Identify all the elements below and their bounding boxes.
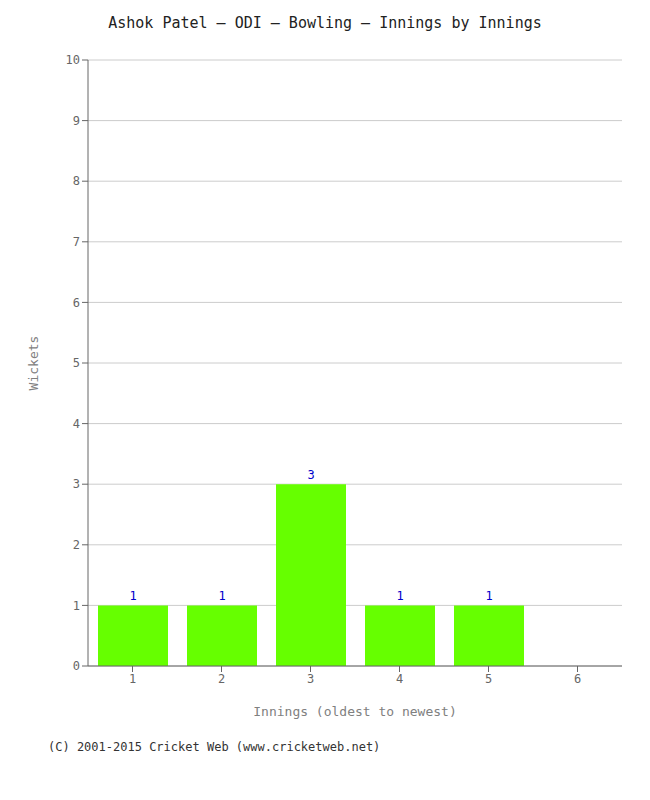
svg-text:6: 6	[574, 672, 581, 686]
html-text:Ashok Patel – ODI – Bowling –: Ashok Patel – ODI – Bowling – Innings by…	[108, 14, 542, 32]
svg-text:0: 0	[73, 659, 80, 673]
svg-text:2: 2	[73, 538, 80, 552]
svg-text:1: 1	[485, 589, 492, 603]
svg-text:1: 1	[396, 589, 403, 603]
svg-text:2: 2	[218, 672, 225, 686]
svg-text:5: 5	[485, 672, 492, 686]
svg-text:3: 3	[307, 672, 314, 686]
svg-text:1: 1	[73, 599, 80, 613]
svg-text:Wickets: Wickets	[26, 336, 41, 391]
svg-text:8: 8	[73, 174, 80, 188]
svg-text:Innings (oldest to newest): Innings (oldest to newest)	[253, 704, 457, 719]
svg-text:9: 9	[73, 114, 80, 128]
svg-text:3: 3	[73, 477, 80, 491]
svg-text:1: 1	[218, 589, 225, 603]
svg-text:7: 7	[73, 235, 80, 249]
svg-text:1: 1	[129, 672, 136, 686]
html-text:(C) 2001-2015 Cricket Web (www: (C) 2001-2015 Cricket Web (www.cricketwe…	[48, 740, 381, 754]
svg-text:4: 4	[396, 672, 403, 686]
svg-text:10: 10	[66, 53, 80, 67]
svg-text:6: 6	[73, 296, 80, 310]
svg-text:3: 3	[307, 468, 314, 482]
svg-text:4: 4	[73, 417, 80, 431]
svg-text:1: 1	[129, 589, 136, 603]
svg-text:5: 5	[73, 356, 80, 370]
